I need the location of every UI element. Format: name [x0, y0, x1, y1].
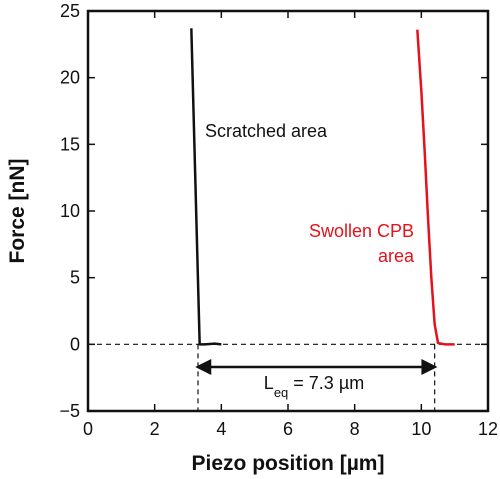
annotation: area: [378, 246, 415, 266]
y-tick-label: −5: [59, 401, 80, 421]
label-part: = 7.3 µm: [288, 373, 364, 393]
y-tick-label: 0: [70, 334, 80, 354]
distance-label: Leq = 7.3 µm: [264, 373, 364, 400]
data-line: [190, 28, 222, 346]
annotation: Swollen CPB: [309, 221, 414, 241]
plot-frame: [86, 9, 490, 413]
y-tick-label: 10: [60, 201, 80, 221]
x-axis-title: Piezo position [µm]: [192, 452, 385, 475]
y-tick-label: 5: [70, 268, 80, 288]
label-subscript: eq: [274, 385, 288, 400]
x-tick-label: 6: [283, 419, 293, 439]
annotation: Scratched area: [205, 121, 328, 141]
distance-arrow: [195, 358, 438, 376]
x-tick-label: 8: [350, 419, 360, 439]
x-tick-label: 12: [478, 419, 498, 439]
y-tick-label: 15: [60, 134, 80, 154]
y-tick-label: 20: [60, 68, 80, 88]
data-line: [416, 29, 455, 346]
x-tick-label: 4: [216, 419, 226, 439]
x-tick-label: 10: [411, 419, 431, 439]
x-tick-label: 2: [150, 419, 160, 439]
x-tick-label: 0: [83, 419, 93, 439]
y-tick-label: 25: [60, 1, 80, 21]
y-axis-title: Force [nN]: [6, 159, 29, 264]
label-part: L: [264, 373, 274, 393]
